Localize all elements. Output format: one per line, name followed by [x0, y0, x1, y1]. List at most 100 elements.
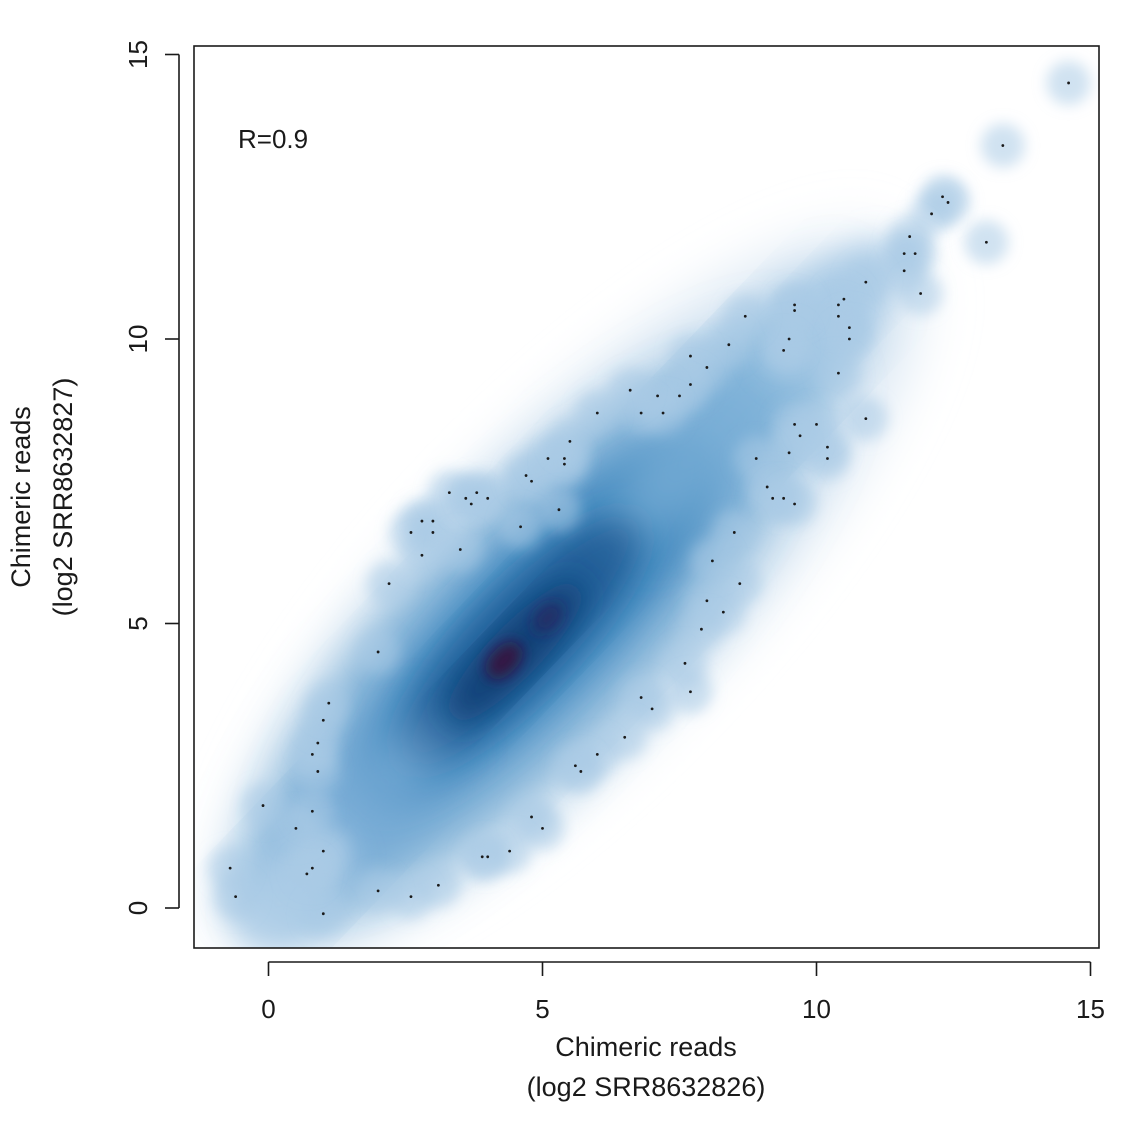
data-point	[409, 895, 413, 899]
data-point	[628, 388, 632, 392]
data-point	[787, 337, 791, 341]
data-point	[782, 348, 786, 352]
density-peak	[485, 641, 523, 680]
data-point	[486, 855, 490, 859]
data-point	[700, 627, 703, 631]
data-point	[557, 508, 561, 512]
data-point	[1001, 144, 1005, 147]
data-point	[321, 849, 325, 853]
data-point	[689, 690, 692, 694]
data-point	[930, 212, 933, 216]
data-point	[847, 337, 851, 341]
data-point	[579, 770, 583, 773]
y-axis-label-line1: Chimeric reads	[6, 406, 36, 588]
y-axis: 0 5 10 15	[123, 40, 180, 915]
data-point	[595, 752, 599, 756]
data-point	[842, 297, 846, 301]
data-point	[387, 582, 391, 586]
data-point	[826, 457, 829, 460]
data-point	[310, 752, 314, 756]
data-point	[689, 354, 692, 358]
data-point	[316, 770, 320, 773]
density-peak-shape	[485, 641, 523, 680]
data-point	[530, 815, 533, 819]
data-point	[573, 764, 577, 768]
data-point	[294, 826, 298, 830]
x-axis: 0 5 10 15	[261, 961, 1105, 1024]
data-point	[984, 240, 988, 244]
data-point	[798, 434, 802, 438]
data-point	[508, 849, 512, 853]
data-point	[305, 872, 309, 876]
data-point	[705, 599, 709, 603]
data-point	[639, 696, 643, 699]
data-point	[705, 366, 709, 369]
data-point	[321, 912, 325, 916]
data-point	[261, 804, 265, 807]
data-point	[847, 326, 851, 330]
data-point	[826, 445, 829, 449]
data-point	[486, 496, 490, 500]
data-point	[595, 411, 599, 415]
data-point	[447, 491, 451, 495]
data-point	[721, 610, 725, 614]
x-axis-label-line1: Chimeric reads	[555, 1032, 737, 1062]
data-point	[815, 422, 818, 426]
data-point	[765, 485, 769, 489]
data-point	[661, 411, 665, 415]
data-point	[431, 531, 435, 534]
data-point	[530, 479, 533, 483]
data-point	[946, 201, 950, 204]
y-tick-label: 5	[123, 616, 153, 630]
data-point	[793, 309, 796, 312]
density-peak-2	[532, 602, 564, 634]
x-tick-label: 5	[535, 994, 549, 1024]
data-point	[743, 314, 747, 318]
data-point	[420, 519, 424, 523]
correlation-annotation: R=0.9	[238, 124, 308, 154]
data-point	[376, 650, 380, 654]
y-tick-label: 15	[123, 40, 153, 69]
data-point	[376, 889, 380, 893]
data-point	[316, 741, 320, 745]
data-point	[234, 895, 238, 899]
data-point	[623, 735, 627, 739]
data-point	[475, 491, 479, 495]
data-point	[919, 292, 923, 295]
data-point	[837, 314, 840, 318]
data-point	[568, 440, 572, 443]
data-point	[710, 559, 714, 563]
data-point	[228, 866, 232, 870]
data-point	[689, 383, 692, 386]
data-point	[563, 462, 566, 466]
data-point	[409, 531, 413, 534]
data-point	[908, 235, 912, 238]
data-point	[1067, 81, 1070, 85]
y-axis-label-line2: (log2 SRR8632827)	[48, 378, 78, 617]
data-point	[436, 883, 440, 887]
data-point	[793, 303, 796, 307]
y-tick-label: 10	[123, 325, 153, 354]
data-point	[738, 582, 742, 586]
data-point	[837, 303, 840, 307]
data-point	[458, 548, 462, 551]
x-tick-label: 15	[1076, 994, 1105, 1024]
data-point	[678, 394, 681, 398]
data-point	[837, 371, 840, 375]
data-point	[469, 502, 473, 506]
data-point	[480, 855, 484, 859]
data-point	[683, 661, 687, 665]
data-point	[754, 457, 758, 460]
y-tick-label: 0	[123, 901, 153, 915]
data-point	[732, 531, 736, 534]
data-point	[864, 417, 868, 421]
outlier-points	[228, 81, 1070, 916]
x-tick-label: 0	[261, 994, 275, 1024]
data-point	[656, 394, 659, 398]
data-point	[727, 343, 731, 347]
data-point	[464, 496, 468, 500]
data-point	[431, 519, 435, 523]
data-point	[793, 502, 796, 506]
density-cloud	[208, 60, 1091, 944]
